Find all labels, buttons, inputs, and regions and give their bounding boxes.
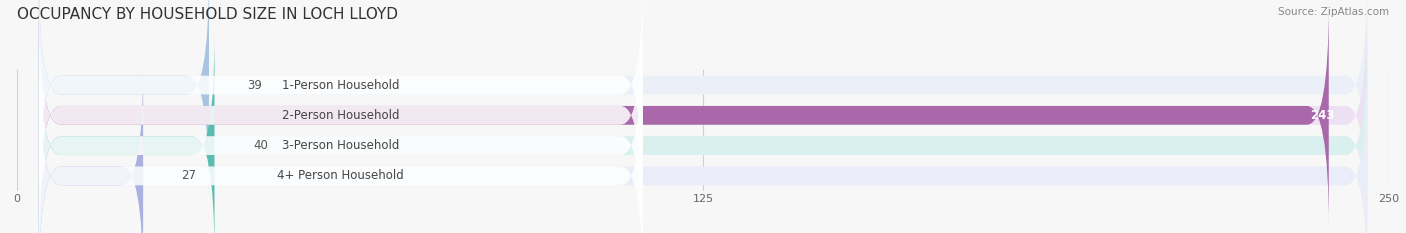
FancyBboxPatch shape [39, 64, 1367, 233]
FancyBboxPatch shape [39, 0, 209, 197]
FancyBboxPatch shape [39, 34, 215, 233]
Text: 4+ Person Household: 4+ Person Household [277, 169, 404, 182]
Text: 1-Person Household: 1-Person Household [283, 79, 399, 92]
Text: 40: 40 [253, 139, 267, 152]
FancyBboxPatch shape [39, 3, 1329, 227]
FancyBboxPatch shape [39, 64, 643, 233]
Text: 3-Person Household: 3-Person Household [283, 139, 399, 152]
FancyBboxPatch shape [39, 64, 143, 233]
Text: 27: 27 [181, 169, 197, 182]
Text: 2-Person Household: 2-Person Household [283, 109, 399, 122]
FancyBboxPatch shape [39, 3, 643, 227]
Text: Source: ZipAtlas.com: Source: ZipAtlas.com [1278, 7, 1389, 17]
Text: 243: 243 [1310, 109, 1334, 122]
FancyBboxPatch shape [39, 34, 1367, 233]
Text: 39: 39 [247, 79, 263, 92]
FancyBboxPatch shape [39, 3, 1367, 227]
FancyBboxPatch shape [39, 0, 1367, 197]
FancyBboxPatch shape [39, 0, 643, 197]
FancyBboxPatch shape [39, 34, 643, 233]
Text: OCCUPANCY BY HOUSEHOLD SIZE IN LOCH LLOYD: OCCUPANCY BY HOUSEHOLD SIZE IN LOCH LLOY… [17, 7, 398, 22]
